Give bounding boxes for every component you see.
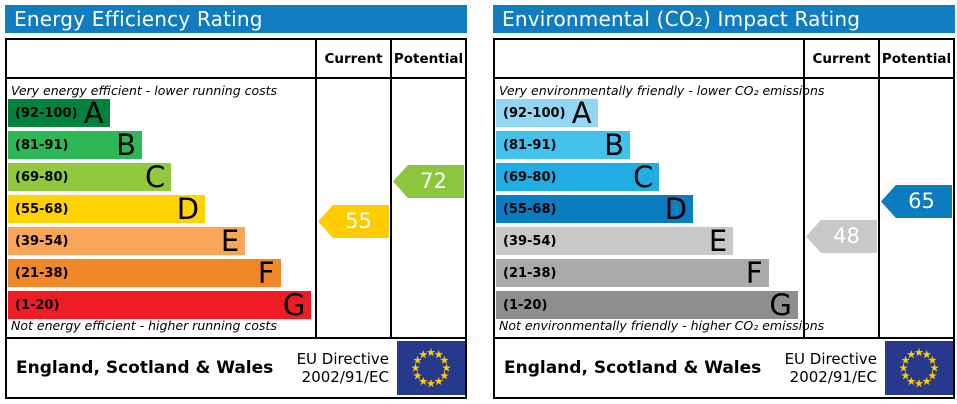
band-a: (92-100) A [8, 96, 110, 130]
band-g: (1-20) G [496, 288, 798, 322]
band-chart-area: Very environmentally friendly - lower CO… [495, 79, 824, 337]
current-rating-arrow: 55 [318, 205, 389, 238]
bottom-caption: Not energy efficient - higher running co… [11, 318, 277, 333]
current-column-header: Current [315, 40, 390, 79]
rating-table: Current Potential Very energy efficient … [5, 38, 467, 399]
band-range: (69-80) [503, 169, 557, 185]
band-c: (69-80) C [496, 160, 660, 194]
region-label: England, Scotland & Wales [504, 358, 762, 378]
band-d: (55-68) D [8, 192, 206, 226]
footer-row: England, Scotland & Wales EU Directive 2… [495, 337, 953, 397]
band-range: (92-100) [15, 105, 78, 121]
band-range: (55-68) [503, 201, 557, 217]
band-letter: D [176, 192, 200, 226]
eu-directive-line2: 2002/91/EC [301, 368, 389, 386]
band-column-header [495, 40, 803, 79]
band-letter: F [257, 256, 275, 290]
band-range: (81-91) [503, 137, 557, 153]
current-column-header: Current [803, 40, 878, 79]
band-letter: B [116, 128, 136, 162]
panel-title: Environmental (CO₂) Impact Rating [502, 7, 861, 31]
potential-rating-arrow: 72 [393, 165, 464, 198]
band-d: (55-68) D [496, 192, 694, 226]
panel-title: Energy Efficiency Rating [14, 7, 263, 31]
band-f: (21-38) F [496, 256, 769, 290]
band-range: (39-54) [503, 233, 557, 249]
band-e: (39-54) E [496, 224, 734, 258]
band-letter: G [282, 288, 306, 322]
potential-rating-value: 72 [420, 169, 447, 193]
band-g: (1-20) G [8, 288, 312, 322]
band-b: (81-91) B [496, 128, 630, 162]
band-letter: E [708, 224, 728, 258]
current-rating-cell: 55 [315, 79, 390, 337]
current-rating-value: 48 [833, 224, 860, 248]
energy-efficiency-panel: Energy Efficiency Rating Current Potenti… [5, 5, 467, 399]
current-rating-value: 55 [345, 209, 372, 233]
bottom-caption: Not environmentally friendly - higher CO… [499, 318, 825, 333]
current-rating-arrow: 48 [806, 220, 877, 253]
band-c: (69-80) C [8, 160, 172, 194]
band-range: (69-80) [15, 169, 69, 185]
top-caption: Very energy efficient - lower running co… [11, 83, 278, 98]
band-range: (1-20) [503, 297, 548, 313]
band-letter: G [769, 288, 792, 322]
band-range: (81-91) [15, 137, 69, 153]
potential-column-header: Potential [390, 40, 465, 79]
eu-directive-line2: 2002/91/EC [789, 368, 877, 386]
eu-directive-label: EU Directive 2002/91/EC [785, 350, 877, 387]
potential-rating-value: 65 [908, 189, 935, 213]
rating-table: Current Potential Very environmentally f… [493, 38, 955, 399]
band-letter: F [745, 256, 763, 290]
potential-column-header: Potential [878, 40, 953, 79]
band-range: (21-38) [503, 265, 557, 281]
band-range: (55-68) [15, 201, 69, 217]
potential-rating-cell: 72 [390, 79, 465, 337]
band-letter: C [144, 160, 166, 194]
band-letter: B [604, 128, 624, 162]
band-letter: E [220, 224, 240, 258]
potential-rating-cell: 65 [878, 79, 953, 337]
band-e: (39-54) E [8, 224, 246, 258]
eu-flag [397, 341, 465, 395]
eu-flag [885, 341, 953, 395]
top-caption: Very environmentally friendly - lower CO… [499, 83, 825, 98]
panel-title-bar: Energy Efficiency Rating [5, 5, 467, 33]
band-letter: C [632, 160, 654, 194]
panel-title-bar: Environmental (CO₂) Impact Rating [493, 5, 955, 33]
band-range: (1-20) [15, 297, 60, 313]
band-letter: A [83, 96, 104, 130]
environmental-impact-panel: Environmental (CO₂) Impact Rating Curren… [493, 5, 955, 399]
eu-directive-line1: EU Directive [784, 349, 877, 368]
eu-directive-label: EU Directive 2002/91/EC [297, 350, 389, 387]
band-chart-area: Very energy efficient - lower running co… [7, 79, 315, 337]
band-range: (92-100) [503, 105, 566, 121]
band-b: (81-91) B [8, 128, 142, 162]
band-column-header [7, 40, 315, 79]
band-f: (21-38) F [8, 256, 281, 290]
footer-row: England, Scotland & Wales EU Directive 2… [7, 337, 465, 397]
eu-directive-line1: EU Directive [296, 349, 389, 368]
potential-rating-arrow: 65 [881, 185, 952, 218]
band-a: (92-100) A [496, 96, 598, 130]
band-letter: D [664, 192, 688, 226]
band-range: (39-54) [15, 233, 69, 249]
current-rating-cell: 48 [803, 79, 878, 337]
band-letter: A [571, 96, 592, 130]
region-label: England, Scotland & Wales [16, 358, 274, 378]
band-range: (21-38) [15, 265, 69, 281]
